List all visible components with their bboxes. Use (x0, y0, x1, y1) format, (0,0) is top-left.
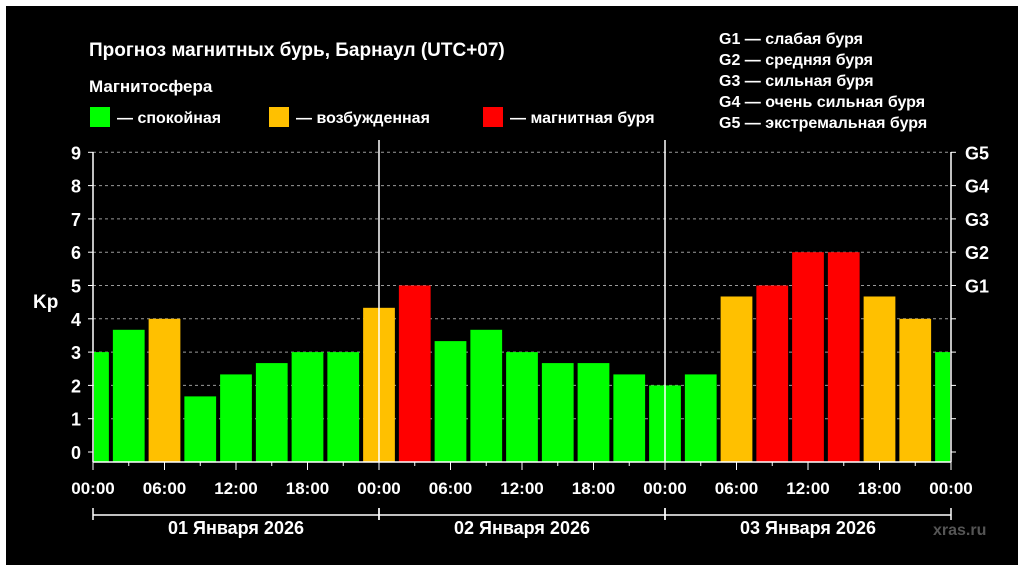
day-label: 01 Января 2026 (168, 518, 304, 538)
g-scale-label: G5 (965, 143, 989, 163)
y-tick-label: 6 (71, 243, 81, 263)
day-labels: 01 Января 2026 02 Января 2026 03 Января 20… (92, 508, 952, 538)
storm-level-item: G2 — средняя буря (719, 52, 873, 69)
kp-bar (899, 318, 932, 462)
kp-bar (470, 329, 503, 462)
legend: — спокойная — возбужденная — магнитная бур… (90, 107, 655, 127)
kp-bar (434, 341, 467, 462)
kp-bar (327, 352, 360, 462)
legend-swatch (483, 107, 503, 127)
g-scale-label: G1 (965, 277, 989, 297)
x-tick-label: 06:00 (143, 479, 186, 498)
kp-bar (792, 252, 824, 462)
x-tick-label: 12:00 (214, 479, 257, 498)
x-tick-label: 00:00 (71, 479, 114, 498)
kp-forecast-chart: Прогноз магнитных бурь, Барнаул (UTC+07)… (33, 31, 989, 539)
storm-level-item: G5 — экстремальная буря (719, 115, 927, 132)
legend-label: — магнитная буря (510, 110, 655, 127)
kp-bar (94, 352, 109, 462)
g-scale-label: G2 (965, 243, 989, 263)
kp-bar (613, 374, 646, 462)
x-tick-label: 00:00 (643, 479, 686, 498)
x-tick-label: 06:00 (715, 479, 758, 498)
x-tick-label: 18:00 (572, 479, 615, 498)
storm-level-item: G1 — слабая буря (719, 31, 863, 48)
x-tick-labels: 00:00 06:00 12:00 18:00 00:00 06:00 12:00 18:00… (71, 479, 972, 498)
day-label: 03 Января 2026 (740, 518, 876, 538)
y-tick-label: 2 (71, 376, 81, 396)
y-tick-labels: 0 1 2 3 4 5 6 7 8 9 (71, 143, 81, 463)
kp-bar (541, 363, 574, 462)
legend-label: — возбужденная (296, 110, 430, 127)
kp-bar (935, 352, 950, 462)
kp-bar (756, 285, 789, 462)
kp-bar (291, 352, 324, 462)
legend-label: — спокойная (117, 110, 221, 127)
y-tick-label: 7 (71, 210, 81, 230)
g-scale-label: G4 (965, 177, 989, 197)
x-tick-label: 18:00 (286, 479, 329, 498)
watermark: xras.ru (933, 522, 986, 539)
kp-bar (506, 352, 538, 462)
y-axis-label: Kp (33, 292, 58, 313)
chart-frame: Прогноз магнитных бурь, Барнаул (UTC+07)… (6, 6, 1018, 565)
kp-bar (720, 296, 753, 462)
axes (88, 140, 956, 470)
y-tick-label: 8 (71, 177, 81, 197)
kp-bar (184, 396, 217, 462)
y-tick-label: 3 (71, 343, 81, 363)
storm-level-item: G3 — сильная буря (719, 73, 874, 90)
x-tick-label: 12:00 (786, 479, 829, 498)
kp-bar (398, 285, 431, 462)
day-label: 02 Января 2026 (454, 518, 590, 538)
kp-bar (577, 363, 610, 462)
x-tick-label: 00:00 (357, 479, 400, 498)
storm-level-list: G1 — слабая буря G2 — средняя буря G3 — си… (719, 31, 927, 132)
kp-bar (148, 318, 181, 462)
kp-bar (112, 329, 145, 462)
y-tick-label: 4 (71, 310, 81, 330)
y-tick-label: 5 (71, 277, 81, 297)
kp-bar (220, 374, 252, 462)
legend-title: Магнитосфера (89, 77, 213, 96)
kp-bar (863, 296, 896, 462)
chart-title: Прогноз магнитных бурь, Барнаул (UTC+07) (89, 40, 505, 61)
legend-swatch (269, 107, 289, 127)
legend-swatch (90, 107, 110, 127)
x-tick-label: 06:00 (429, 479, 472, 498)
y-tick-label: 1 (71, 410, 81, 430)
y-tick-label: 9 (71, 143, 81, 163)
g-scale-label: G3 (965, 210, 989, 230)
storm-level-item: G4 — очень сильная буря (719, 94, 925, 111)
g-scale-labels: G1 G2 G3 G4 G5 (965, 143, 989, 296)
x-tick-label: 12:00 (500, 479, 543, 498)
x-tick-label: 18:00 (858, 479, 901, 498)
kp-bar (255, 363, 288, 462)
x-tick-label: 00:00 (929, 479, 972, 498)
kp-bar (827, 252, 860, 462)
kp-bar (684, 374, 717, 462)
y-tick-label: 0 (71, 443, 81, 463)
bars (94, 252, 950, 462)
